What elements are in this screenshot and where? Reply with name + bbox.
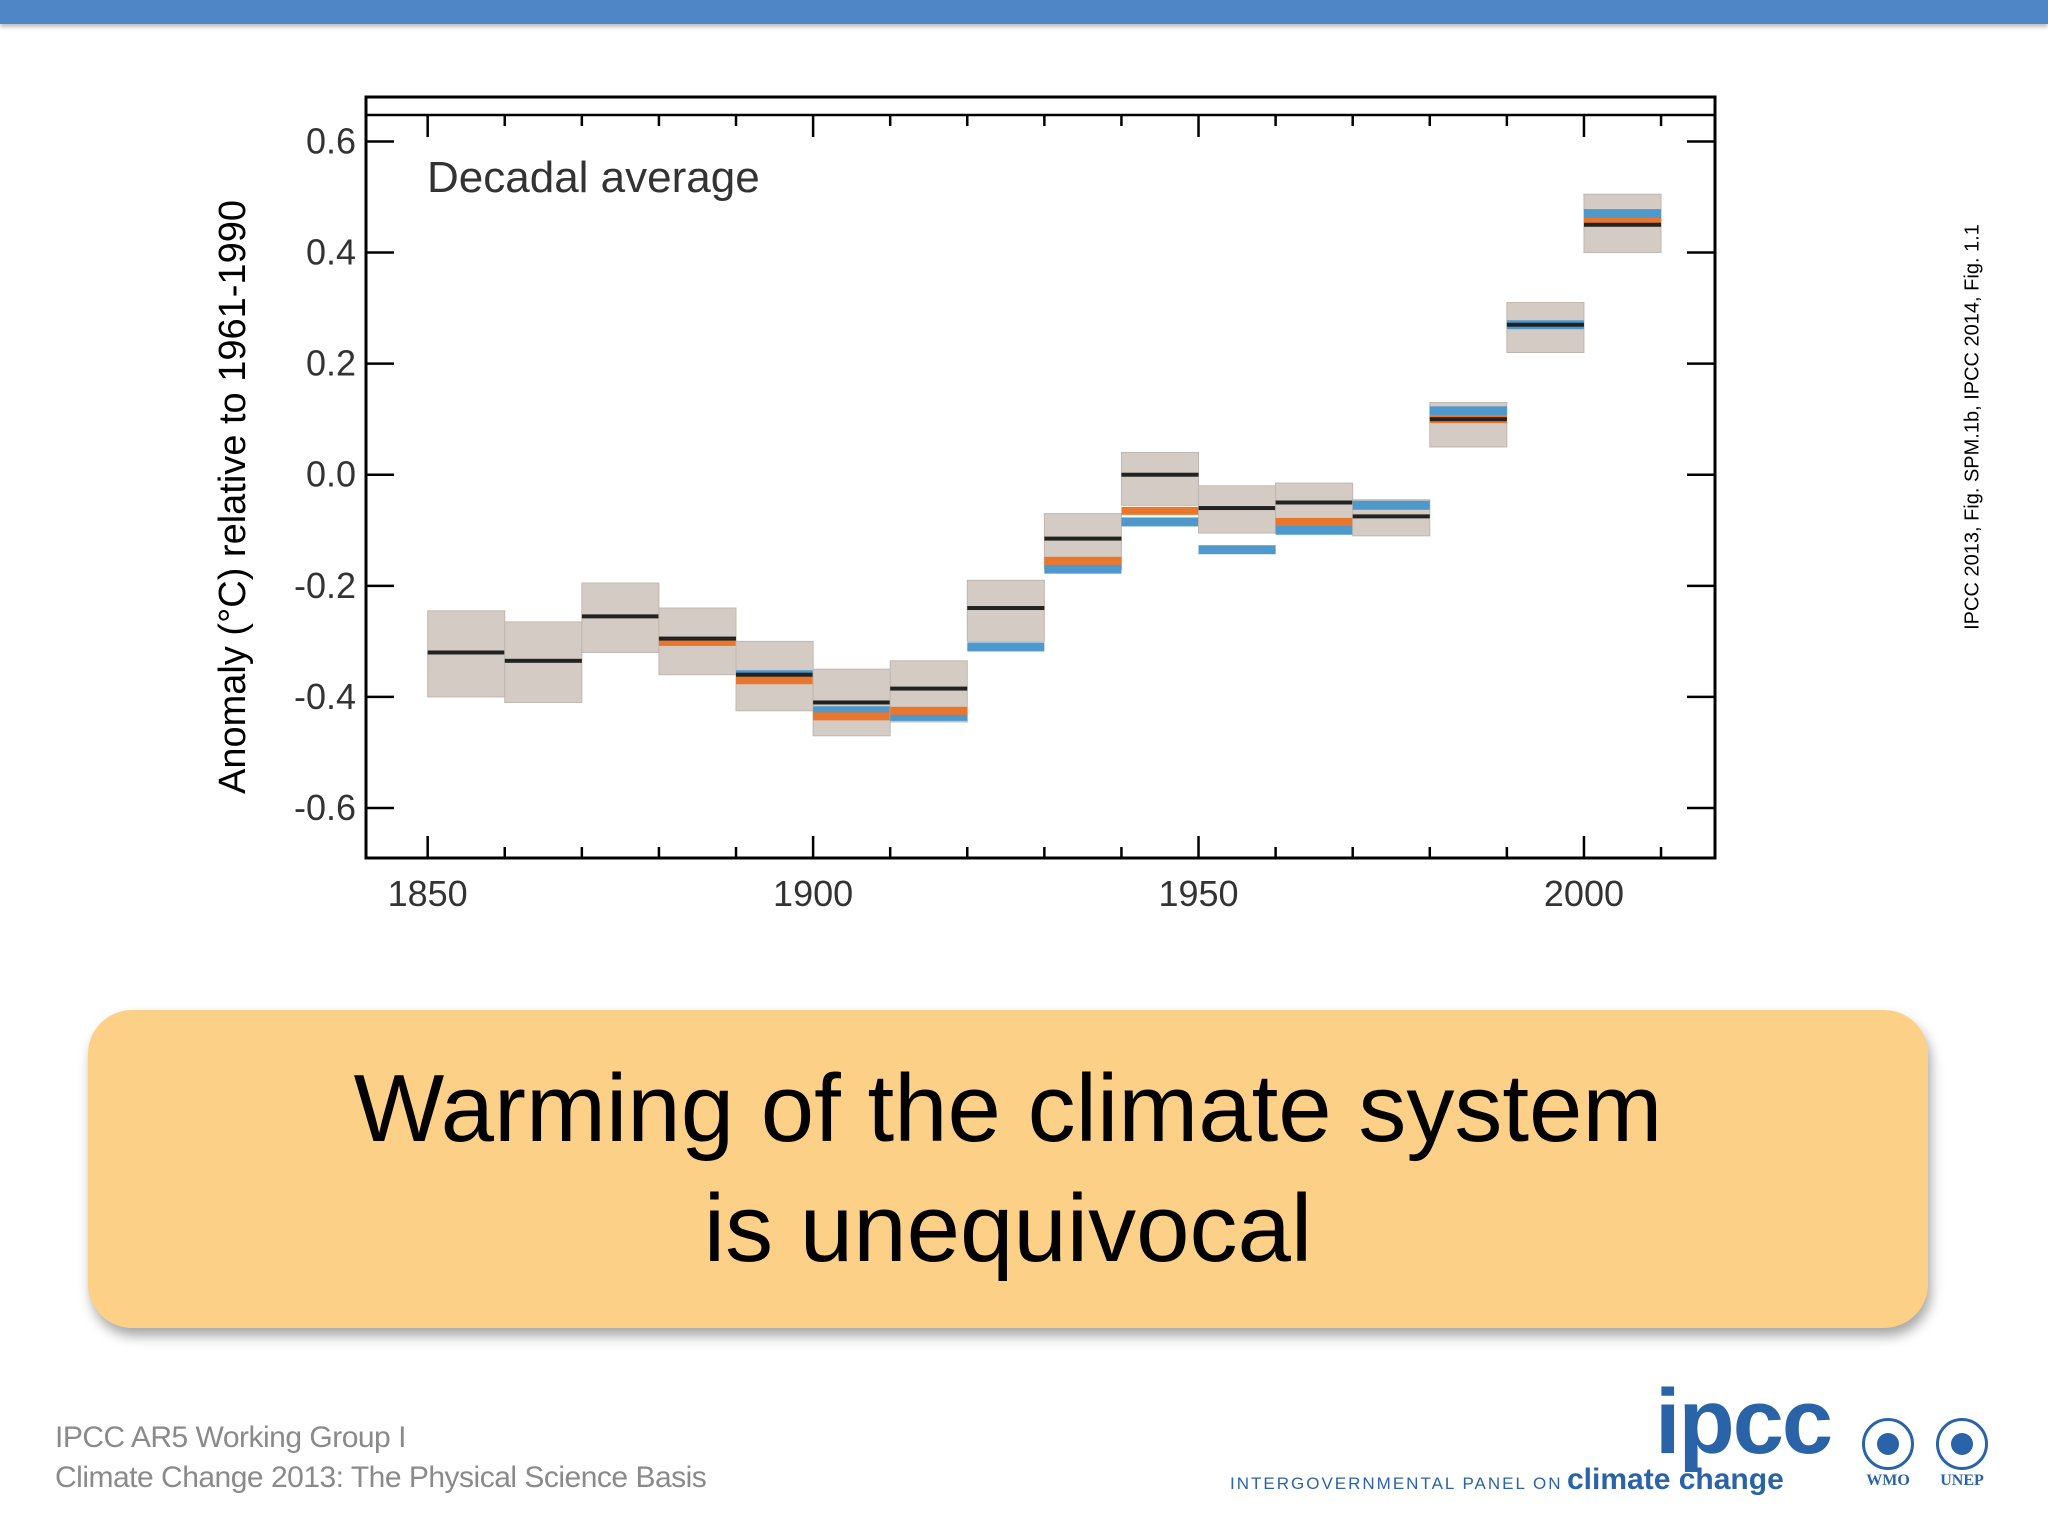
plot-frame — [364, 95, 1717, 860]
orange-series-bar — [813, 712, 891, 721]
unep-logo: UNEP — [1932, 1418, 1992, 1490]
blue-series-bar — [1583, 209, 1662, 219]
source-citation: IPCC 2013, Fig. SPM.1b, IPCC 2014, Fig. … — [1957, 196, 1989, 658]
orange-series-bar — [658, 637, 737, 646]
uncertainty-band — [966, 579, 1045, 642]
x-tick-label: 1950 — [1158, 873, 1238, 914]
decadal-mean-bar — [1198, 506, 1276, 511]
ipcc-tagline: INTERGOVERNMENTAL PANEL ON climate chang… — [1230, 1463, 1784, 1497]
x-tick-label: 2000 — [1544, 873, 1624, 914]
y-axis-label: Anomaly (°C) relative to 1961-1990 — [212, 200, 254, 794]
decadal-mean-bar — [1583, 222, 1662, 227]
temperature-anomaly-chart: Anomaly (°C) relative to 1961-1990 Decad… — [212, 95, 1717, 914]
footer-line-1: IPCC AR5 Working Group I — [55, 1421, 406, 1454]
decadal-mean-bar — [736, 672, 814, 677]
wmo-logo: WMO — [1858, 1418, 1918, 1490]
orange-series-bar — [1121, 506, 1199, 515]
blue-series-bar — [967, 642, 1045, 652]
decadal-mean-bar — [1275, 500, 1353, 505]
y-tick-label: -0.4 — [294, 676, 356, 717]
x-tick-label: 1850 — [388, 873, 468, 914]
decadal-mean-bar — [1352, 514, 1430, 519]
blue-series-bar — [1429, 406, 1507, 416]
y-tick-label: 0.4 — [306, 232, 356, 273]
ipcc-logo: ipcc — [1655, 1371, 1833, 1473]
uncertainty-band — [1120, 452, 1200, 506]
unep-emblem-icon — [1936, 1418, 1988, 1470]
source-citation-text: IPCC 2013, Fig. SPM.1b, IPCC 2014, Fig. … — [1961, 224, 1984, 630]
headline-line-2: is unequivocal — [703, 1175, 1313, 1282]
decadal-mean-bar — [890, 686, 968, 691]
y-tick-label: -0.6 — [294, 787, 356, 828]
orange-series-bar — [1275, 517, 1353, 526]
decadal-mean-bar — [1506, 322, 1584, 327]
decadal-mean-bar — [581, 614, 659, 619]
decadal-mean-bar — [813, 700, 891, 705]
decadal-mean-bar — [504, 658, 582, 663]
x-tick-label: 1900 — [773, 873, 853, 914]
blue-series-bar — [1121, 517, 1199, 527]
orange-series-bar — [1583, 217, 1662, 226]
decadal-mean-bar — [658, 636, 737, 641]
chart-annotation: Decadal average — [427, 153, 760, 202]
decadal-mean-bar — [967, 606, 1045, 611]
blue-series-bar — [890, 711, 968, 721]
y-tick-label: 0.6 — [306, 120, 356, 161]
ipcc-tagline-big: climate change — [1567, 1463, 1784, 1496]
orange-series-bar — [736, 676, 814, 685]
footer-report-title: IPCC AR5 Working Group I Climate Change … — [55, 1418, 707, 1498]
top-accent-bar — [0, 0, 2048, 24]
headline-callout: Warming of the climate system is unequiv… — [88, 1010, 1928, 1328]
decadal-mean-bar — [1044, 536, 1122, 541]
orange-series-bar — [1044, 556, 1122, 565]
decadal-mean-bar — [1121, 472, 1199, 477]
ipcc-tagline-small: INTERGOVERNMENTAL PANEL ON — [1230, 1474, 1563, 1493]
headline-line-1: Warming of the climate system — [353, 1055, 1663, 1162]
orange-series-bar — [890, 706, 968, 715]
y-tick-label: 0.0 — [306, 454, 356, 495]
decadal-mean-bar — [1429, 417, 1507, 422]
y-tick-label: -0.2 — [294, 565, 356, 606]
wmo-label: WMO — [1866, 1472, 1910, 1489]
footer-line-2: Climate Change 2013: The Physical Scienc… — [55, 1461, 707, 1494]
y-tick-label: 0.2 — [306, 343, 356, 384]
wmo-emblem-icon — [1862, 1418, 1914, 1470]
blue-series-bar — [1275, 525, 1353, 535]
blue-series-bar — [1198, 545, 1276, 555]
unep-label: UNEP — [1940, 1472, 1984, 1489]
blue-series-bar — [813, 706, 891, 716]
blue-series-bar — [1352, 500, 1430, 510]
blue-series-bar — [1044, 564, 1122, 574]
decadal-mean-bar — [427, 650, 505, 655]
